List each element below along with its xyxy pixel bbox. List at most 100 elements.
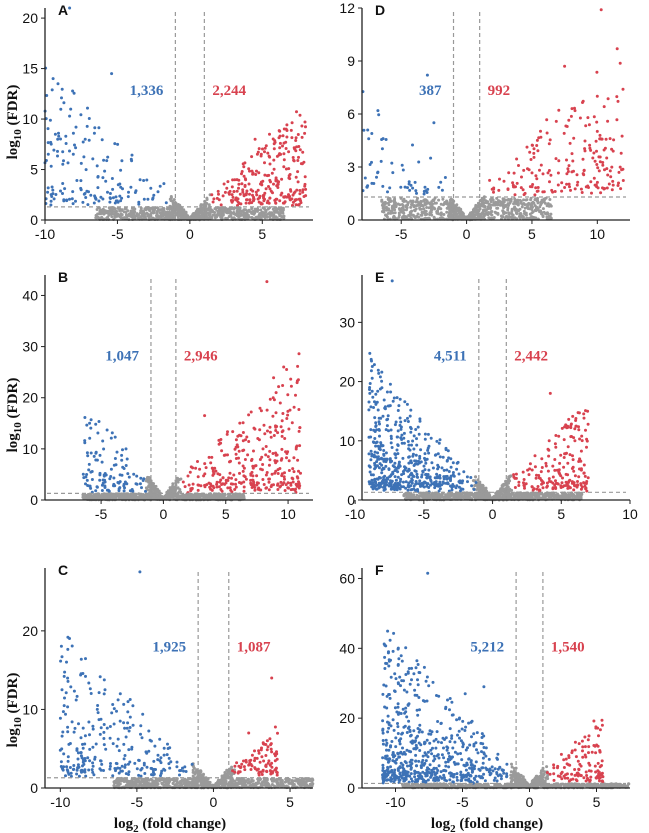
point-up-A [248, 192, 251, 196]
point-ns-D [381, 206, 385, 210]
point-ns-D [417, 215, 421, 219]
point-ns-D [419, 202, 423, 206]
point-up-B [247, 440, 251, 443]
point-down-B [122, 484, 126, 488]
point-ns-A [108, 212, 111, 216]
point-ns-D [499, 200, 503, 204]
point-up-B [255, 474, 259, 478]
point-down-A [61, 162, 65, 166]
point-down-A [129, 185, 133, 189]
point-down-A [114, 195, 118, 199]
point-ns-B [202, 495, 206, 499]
point-up-D [617, 170, 621, 174]
point-up-B [282, 365, 286, 369]
point-ns-E [421, 495, 424, 499]
x-tick-label-D: 5 [528, 226, 536, 242]
point-up-B [283, 437, 287, 440]
point-down-E [424, 461, 428, 465]
point-up-A [292, 159, 296, 163]
point-ns-D [432, 215, 436, 219]
point-up-A [285, 195, 289, 199]
point-ns-A [233, 206, 237, 210]
point-up-A [232, 190, 236, 193]
point-ns-A [275, 209, 279, 213]
point-up-D [575, 183, 579, 187]
point-down-A [71, 131, 75, 135]
point-up-A [250, 155, 254, 159]
point-up-D [564, 124, 568, 128]
point-up-D [597, 155, 601, 159]
point-down-A [65, 199, 69, 203]
point-ns-A [274, 206, 278, 210]
point-ns-D [429, 205, 433, 209]
point-ns-A [251, 210, 254, 214]
point-up-A [282, 158, 286, 162]
point-up-D [601, 186, 604, 190]
up-count-B: 2,946 [184, 349, 218, 365]
point-up-A [284, 127, 288, 131]
point-up-A [287, 167, 291, 171]
point-down-E [416, 425, 420, 429]
point-ns-A [220, 207, 224, 211]
point-ns-D [431, 198, 435, 202]
point-up-D [567, 118, 571, 122]
point-down-A [156, 190, 160, 194]
point-ns-E [514, 491, 518, 495]
point-ns-D [430, 202, 434, 206]
panel-label-A: A [58, 2, 68, 18]
point-up-D [548, 180, 551, 184]
point-down-D [365, 185, 369, 189]
point-up-D [549, 173, 553, 177]
point-ns-D [386, 211, 390, 215]
point-ns-A [155, 212, 159, 216]
point-up-A [276, 182, 280, 186]
point-up-A [278, 134, 282, 138]
point-up-B [265, 471, 269, 474]
point-ns-D [547, 214, 551, 218]
point-up-A [268, 155, 272, 159]
point-down-A [57, 131, 60, 135]
point-down-E [389, 437, 393, 440]
point-up-D [565, 172, 569, 176]
point-up-D [610, 188, 614, 192]
point-down-E [399, 427, 403, 431]
point-ns-D [439, 213, 443, 217]
point-down-E [368, 382, 372, 385]
point-up-A [248, 198, 252, 202]
point-up-A [247, 201, 251, 205]
point-down-E [457, 472, 461, 476]
point-down-E [472, 488, 476, 491]
point-down-B [132, 472, 136, 476]
x-tick-label-D: 10 [590, 226, 606, 242]
x-tick-label-A: -5 [111, 226, 124, 242]
point-ns-B [169, 494, 172, 498]
point-up-B [273, 471, 277, 475]
point-up-A [211, 200, 215, 204]
point-ns-D [392, 215, 395, 219]
point-ns-A [230, 206, 234, 210]
point-down-D [408, 188, 412, 192]
point-up-A [262, 196, 266, 200]
point-down-B [112, 476, 116, 480]
point-down-D [407, 182, 411, 186]
point-down-D [384, 138, 388, 141]
point-up-B [210, 466, 214, 470]
point-ns-A [104, 210, 108, 214]
point-ns-A [263, 207, 267, 211]
point-up-B [256, 481, 260, 485]
point-up-B [259, 488, 263, 492]
point-ns-E [549, 494, 553, 498]
point-down-E [367, 408, 371, 412]
point-up-D [534, 186, 538, 190]
point-up-D [554, 157, 558, 161]
point-ns-A [259, 208, 263, 212]
point-ns-D [498, 203, 501, 207]
point-ns-E [500, 484, 504, 488]
point-up-B [243, 458, 247, 461]
point-ns-A [185, 214, 189, 218]
point-up-A [296, 133, 300, 136]
point-up-A [293, 199, 297, 203]
point-ns-A [250, 207, 254, 211]
point-ns-D [469, 214, 473, 218]
point-down-B [106, 488, 110, 492]
